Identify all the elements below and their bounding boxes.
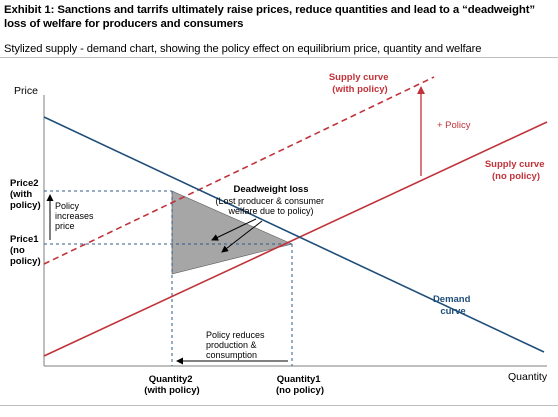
price1-tick-line2: (no bbox=[10, 245, 25, 256]
quantity-note: Policy reduces production & consumption bbox=[206, 330, 267, 360]
quantity1-tick-line2: (no policy) bbox=[276, 385, 324, 396]
price1-tick-line1: Price1 bbox=[10, 234, 39, 245]
quantity2-tick-label: Quantity2 (with policy) bbox=[144, 374, 199, 396]
quantity1-tick-line1: Quantity1 bbox=[277, 374, 322, 385]
deadweight-detail-line1: (Lost producer & consumer bbox=[215, 196, 324, 206]
page-title: Exhibit 1: Sanctions and tarrifs ultimat… bbox=[4, 4, 535, 30]
deadweight-pointer-2 bbox=[221, 220, 263, 253]
deadweight-detail: (Lost producer & consumer welfare due to… bbox=[215, 196, 326, 216]
supply-no-policy-label-line1: Supply curve bbox=[485, 159, 545, 170]
policy-shift-label: + Policy bbox=[437, 120, 471, 131]
price2-tick-line1: Price2 bbox=[10, 178, 39, 189]
quantity2-tick-line2: (with policy) bbox=[144, 385, 199, 396]
price1-tick-label: Price1 (no policy) bbox=[10, 234, 41, 267]
x-axis-label: Quantity bbox=[508, 371, 548, 383]
deadweight-loss-area bbox=[171, 190, 293, 275]
price1-tick-line3: policy) bbox=[10, 256, 41, 267]
quantity2-tick-line1: Quantity2 bbox=[149, 374, 193, 385]
demand-curve bbox=[43, 116, 545, 353]
quantity-note-line1: Policy reduces bbox=[206, 330, 265, 340]
demand-curve-label-line2: curve bbox=[440, 306, 465, 317]
price2-tick-line3: policy) bbox=[10, 200, 41, 211]
top-divider bbox=[0, 57, 558, 58]
price-note-line3: price bbox=[55, 221, 75, 231]
price-note-line2: increases bbox=[55, 211, 94, 221]
demand-curve-label: Demand curve bbox=[433, 294, 473, 317]
demand-curve-label-line1: Demand bbox=[433, 294, 471, 305]
supply-no-policy-label-line2: (no policy) bbox=[492, 171, 540, 182]
price2-tick-line2: (with bbox=[10, 189, 32, 200]
price-note: Policy increases price bbox=[55, 201, 96, 231]
supply-curve-no-policy bbox=[43, 121, 548, 357]
price-note-line1: Policy bbox=[55, 201, 80, 211]
deadweight-title: Deadweight loss bbox=[234, 184, 309, 195]
quantity1-tick-label: Quantity1 (no policy) bbox=[276, 374, 324, 396]
deadweight-pointer-1 bbox=[211, 218, 257, 241]
quantity-note-line3: consumption bbox=[206, 350, 257, 360]
supply-no-policy-label: Supply curve (no policy) bbox=[485, 159, 547, 182]
supply-curve-with-policy bbox=[43, 76, 435, 265]
supply-with-policy-label-line2: (with policy) bbox=[332, 84, 387, 95]
deadweight-detail-line2: welfare due to policy) bbox=[227, 206, 313, 216]
supply-with-policy-label-line1: Supply curve bbox=[329, 72, 389, 83]
supply-with-policy-label: Supply curve (with policy) bbox=[329, 72, 391, 95]
y-axis-label: Price bbox=[14, 85, 38, 97]
page-subtitle: Stylized supply - demand chart, showing … bbox=[4, 43, 482, 55]
bottom-divider bbox=[0, 405, 558, 406]
quantity-note-line2: production & bbox=[206, 340, 257, 350]
price2-tick-label: Price2 (with policy) bbox=[10, 178, 41, 211]
